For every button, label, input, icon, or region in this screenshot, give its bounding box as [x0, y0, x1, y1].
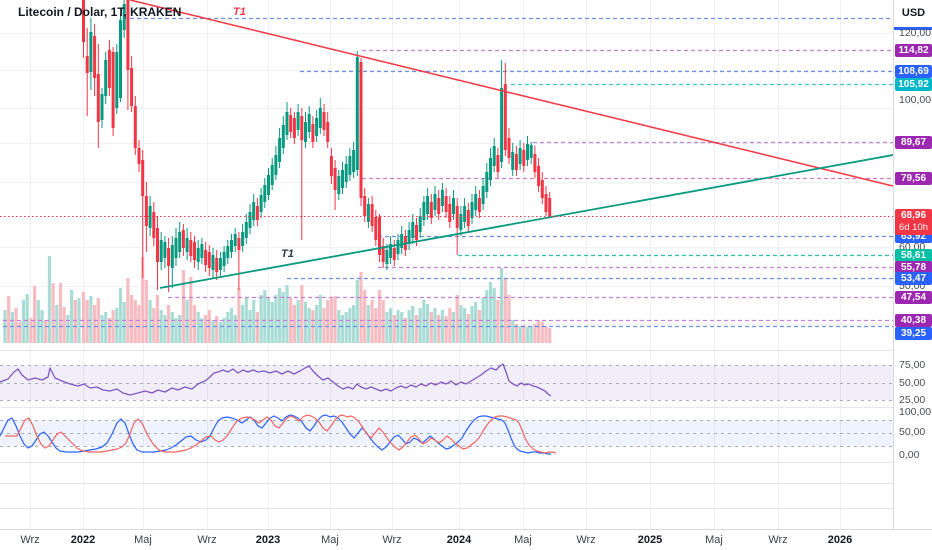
price-tick: 50,00	[899, 426, 926, 438]
price-tick: 100,00	[899, 406, 932, 418]
time-label: Maj	[514, 534, 532, 546]
time-label: Maj	[321, 534, 339, 546]
price-level-label: 55,78	[895, 260, 932, 274]
price-level-label: 79,56	[895, 171, 932, 185]
trendline-label-t1-up[interactable]: T1	[281, 248, 294, 260]
price-tick: 0,00	[899, 449, 920, 461]
time-label: 2023	[255, 534, 281, 546]
time-label: Wrz	[768, 534, 788, 546]
time-label: Wrz	[20, 534, 40, 546]
time-label: 2022	[70, 534, 96, 546]
symbol-title[interactable]: Litecoin / Dolar, 1T, KRAKEN	[18, 5, 182, 19]
price-level-label: 58,61	[895, 248, 932, 262]
current-price-label: 68,96 6d 10h	[895, 209, 932, 235]
price-level-label: 53,47	[895, 271, 932, 285]
price-tick: 100,00	[899, 94, 932, 106]
price-tick: 50,00	[899, 377, 926, 389]
time-axis[interactable]: Wrz 2022 Maj Wrz 2023 Maj Wrz 2024 Maj Wrz 2025 Maj…	[0, 530, 932, 550]
time-label: Maj	[705, 534, 723, 546]
price-level-label: 39,25	[895, 326, 932, 340]
price-tick: 25,00	[899, 394, 926, 406]
time-label: Wrz	[382, 534, 402, 546]
price-level-label: 108,69	[895, 64, 932, 78]
price-level-label: 89,67	[895, 135, 932, 149]
price-level-label: 114,82	[895, 43, 932, 57]
trendline-label-t1-down[interactable]: T1	[233, 6, 246, 18]
price-level-label: 47,54	[895, 290, 932, 304]
price-tick: 120,00	[899, 27, 932, 39]
time-label: Wrz	[197, 534, 217, 546]
currency-underline	[894, 27, 932, 30]
bar-countdown: 6d 10h	[898, 222, 929, 233]
price-level-label: 40,38	[895, 313, 932, 327]
price-level-label: 105,92	[895, 77, 932, 91]
time-label: Wrz	[576, 534, 596, 546]
price-tick: 75,00	[899, 359, 926, 371]
current-price: 68,96	[900, 210, 927, 221]
time-label: 2026	[827, 534, 853, 546]
price-scale[interactable]: USD 120,00 100,00 60,00 50,00 75,00 50,00 25,0…	[893, 0, 932, 529]
time-label: Maj	[134, 534, 152, 546]
currency-button[interactable]: USD	[901, 7, 926, 19]
time-label: 2024	[446, 534, 472, 546]
time-label: 2025	[637, 534, 663, 546]
